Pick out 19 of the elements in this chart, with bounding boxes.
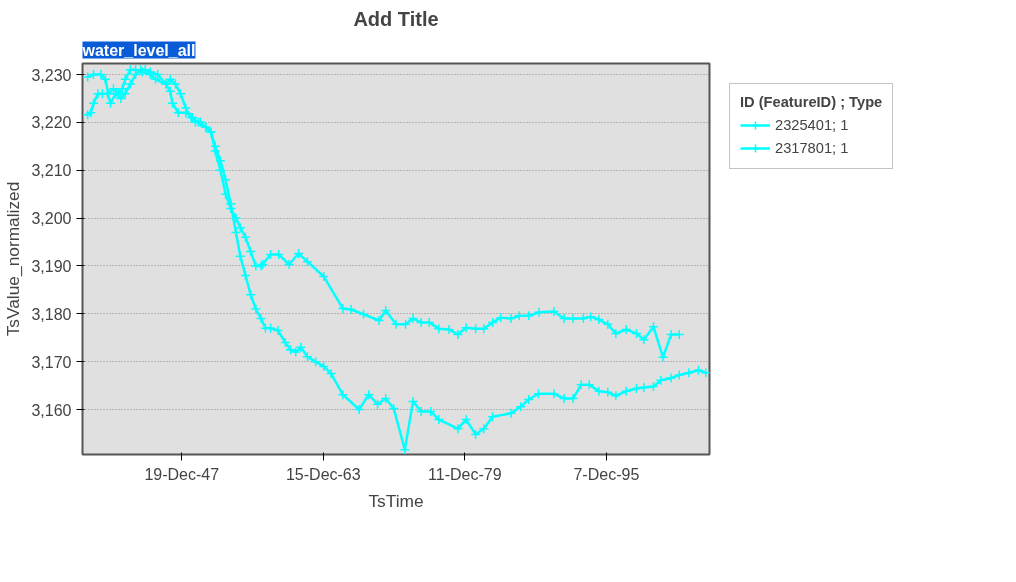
y-tick-label: 3,210 (31, 162, 72, 180)
y-tick-label: 3,230 (31, 66, 72, 84)
chart-title: Add Title (353, 7, 439, 30)
y-tick-label: 3,170 (31, 353, 72, 371)
y-tick-label: 3,220 (31, 114, 72, 132)
legend-label: 2325401; 1 (775, 117, 849, 133)
y-axis-title: TsValue_normalized (3, 181, 24, 337)
x-tick-label: 11-Dec-79 (428, 465, 502, 483)
x-tick-label: 7-Dec-95 (573, 465, 640, 483)
y-tick-label: 3,160 (31, 401, 72, 419)
x-axis-title: TsTime (368, 490, 424, 511)
x-tick-label: 19-Dec-47 (144, 465, 220, 483)
y-tick-label: 3,200 (31, 210, 72, 228)
x-tick-label: 15-Dec-63 (285, 465, 361, 483)
legend-label: 2317801; 1 (775, 140, 849, 156)
y-tick-label: 3,190 (31, 257, 72, 275)
text: water_level_all (81, 41, 196, 59)
y-tick-label: 3,180 (31, 305, 72, 323)
legend-title: ID (FeatureID) ; Type (740, 94, 883, 110)
